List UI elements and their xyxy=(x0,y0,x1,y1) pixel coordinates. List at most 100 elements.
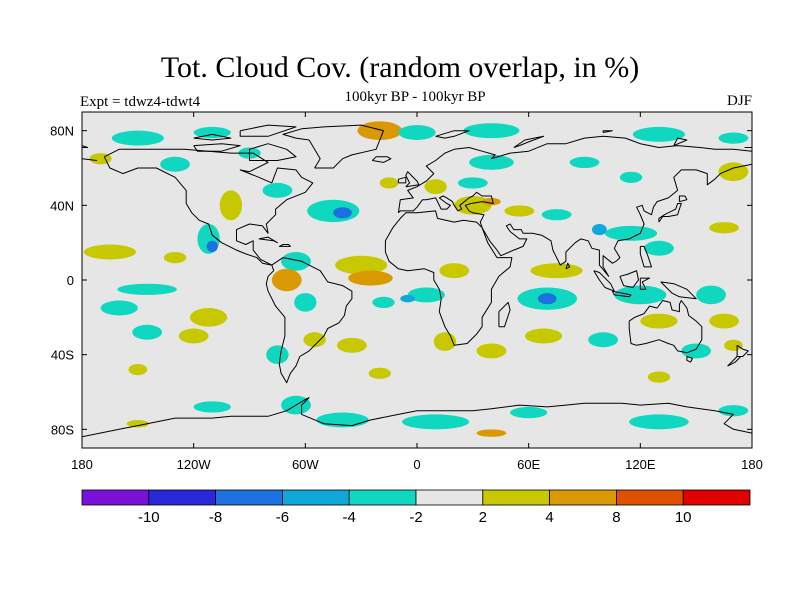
anomaly-patch xyxy=(439,263,470,279)
anomaly-patch xyxy=(476,343,507,359)
anomaly-patch xyxy=(644,240,674,256)
coastline xyxy=(82,158,97,161)
coastline xyxy=(611,290,632,298)
coastline xyxy=(727,356,742,367)
anomaly-patch xyxy=(709,313,739,329)
x-tick-label: 180 xyxy=(741,457,763,472)
coastline xyxy=(673,137,688,147)
y-axis: 80N 40N 0 40S 80S xyxy=(50,124,752,437)
anomaly-patch xyxy=(424,179,447,195)
coastline xyxy=(678,195,688,203)
anomaly-patch xyxy=(83,244,136,260)
anomaly-patch xyxy=(160,156,190,172)
coastline xyxy=(736,344,749,357)
y-tick-label: 40N xyxy=(50,198,74,213)
anomaly-patch xyxy=(281,252,311,271)
coastline xyxy=(258,236,278,244)
anomaly-patch xyxy=(336,337,367,353)
anomaly-patch xyxy=(629,414,689,430)
anomaly-patch xyxy=(696,285,726,305)
coastline xyxy=(619,270,639,288)
colorbar-label: 4 xyxy=(545,509,553,526)
anomaly-patch xyxy=(303,332,326,348)
anomaly-patch xyxy=(569,156,600,168)
coastline xyxy=(498,301,511,328)
anomaly-patch xyxy=(163,252,187,264)
anomaly-patch xyxy=(368,367,391,379)
coastline xyxy=(602,130,613,133)
anomaly-patch xyxy=(266,345,289,364)
anomaly-patch xyxy=(398,125,436,140)
anomaly-patch xyxy=(588,332,618,348)
coastline xyxy=(513,135,545,148)
coastline xyxy=(384,210,513,346)
anomaly-patch xyxy=(348,270,393,286)
colorbar-label: -8 xyxy=(209,509,222,526)
colorbar-swatch xyxy=(682,489,751,506)
x-tick-label: 120E xyxy=(625,457,656,472)
chart-subtitle: 100kyr BP - 100kyr BP xyxy=(344,89,486,105)
season-label: DJF xyxy=(726,93,752,109)
anomaly-patch xyxy=(454,196,492,215)
coastline xyxy=(565,262,571,270)
anomaly-patch xyxy=(379,177,399,189)
anomaly-patch xyxy=(400,294,416,303)
anomaly-patch xyxy=(206,240,218,252)
coastline xyxy=(278,244,291,247)
anomaly-patch xyxy=(128,364,148,376)
anomaly-patch xyxy=(524,328,563,344)
anomaly-patch xyxy=(294,293,317,312)
coastline xyxy=(282,124,384,169)
anomaly-patch xyxy=(510,406,548,419)
colorbar-label: 10 xyxy=(675,509,692,526)
anomaly-patch xyxy=(718,162,749,182)
colorbar-label: -2 xyxy=(409,509,422,526)
colorbar-swatch xyxy=(81,489,150,506)
colorbar-label: 8 xyxy=(612,509,620,526)
anomaly-patch xyxy=(402,414,470,430)
colorbar-label: -6 xyxy=(276,509,289,526)
colorbar-swatch xyxy=(215,489,283,506)
coastline xyxy=(397,135,752,213)
anomaly-patch xyxy=(632,126,685,142)
anomaly-patch xyxy=(407,287,445,303)
x-tick-label: 0 xyxy=(413,457,420,472)
coastline xyxy=(686,356,693,363)
anomaly-patch xyxy=(132,324,163,340)
anomaly-patch xyxy=(530,263,583,279)
x-tick-label: 180 xyxy=(71,457,93,472)
y-tick-label: 0 xyxy=(67,273,74,288)
anomaly-patch xyxy=(647,371,671,383)
anomaly-patch xyxy=(476,429,507,437)
chart-title: Tot. Cloud Cov. (random overlap, in %) xyxy=(160,51,640,84)
colorbar-label: -4 xyxy=(343,509,356,526)
x-tick-label: 60W xyxy=(292,457,319,472)
coastline xyxy=(82,397,752,438)
coastline xyxy=(658,203,682,223)
colorbar-swatch xyxy=(549,489,617,506)
coastline xyxy=(239,124,297,137)
colorbar-label: 2 xyxy=(479,509,487,526)
x-tick-label: 120W xyxy=(177,457,212,472)
anomaly-patch xyxy=(262,182,293,198)
anomaly-patch xyxy=(591,224,607,236)
anomaly-patch xyxy=(718,405,749,417)
anomaly-patch xyxy=(709,222,739,234)
colorbar-swatch xyxy=(415,489,484,506)
anomaly-patch xyxy=(372,296,395,308)
anomaly-patch xyxy=(193,126,231,139)
anomaly-patch xyxy=(718,132,749,144)
anomaly-patch xyxy=(541,209,572,221)
anomaly-patch xyxy=(117,283,177,295)
coastline xyxy=(435,130,470,139)
anomaly-patch xyxy=(537,293,557,305)
colorbar-swatch xyxy=(281,489,350,506)
anomaly-patch xyxy=(724,339,743,351)
colorbar-swatch xyxy=(482,489,550,506)
coastline xyxy=(397,176,407,184)
coastlines xyxy=(82,124,752,438)
coastline xyxy=(371,156,392,163)
anomaly-patch xyxy=(335,255,388,275)
anomaly-patch xyxy=(219,190,243,221)
